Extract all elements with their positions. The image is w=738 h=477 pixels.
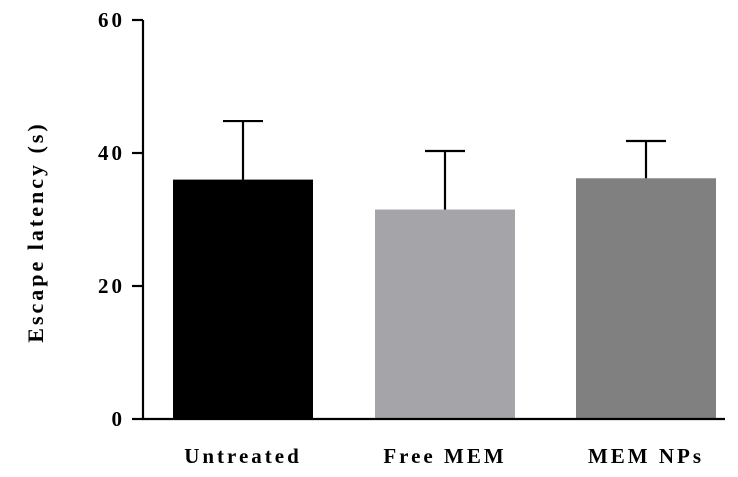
x-tick-label: Untreated — [184, 444, 302, 468]
y-tick-label: 0 — [112, 407, 126, 431]
bar-free-mem — [375, 209, 515, 419]
axes-group: Untreated Free MEM MEM NPs 0 20 40 60 — [98, 8, 725, 468]
error-bars-group — [223, 119, 666, 210]
y-tick-label: 20 — [98, 274, 125, 298]
y-axis-title: Escape latency (s) — [23, 121, 48, 342]
x-tick-label: MEM NPs — [588, 444, 704, 468]
y-tick-label: 40 — [98, 141, 125, 165]
bar-untreated — [173, 179, 313, 419]
bars-group — [173, 178, 716, 419]
y-tick-label: 60 — [98, 8, 125, 32]
bar-mem-nps — [576, 178, 716, 419]
x-tick-label: Free MEM — [383, 444, 506, 468]
